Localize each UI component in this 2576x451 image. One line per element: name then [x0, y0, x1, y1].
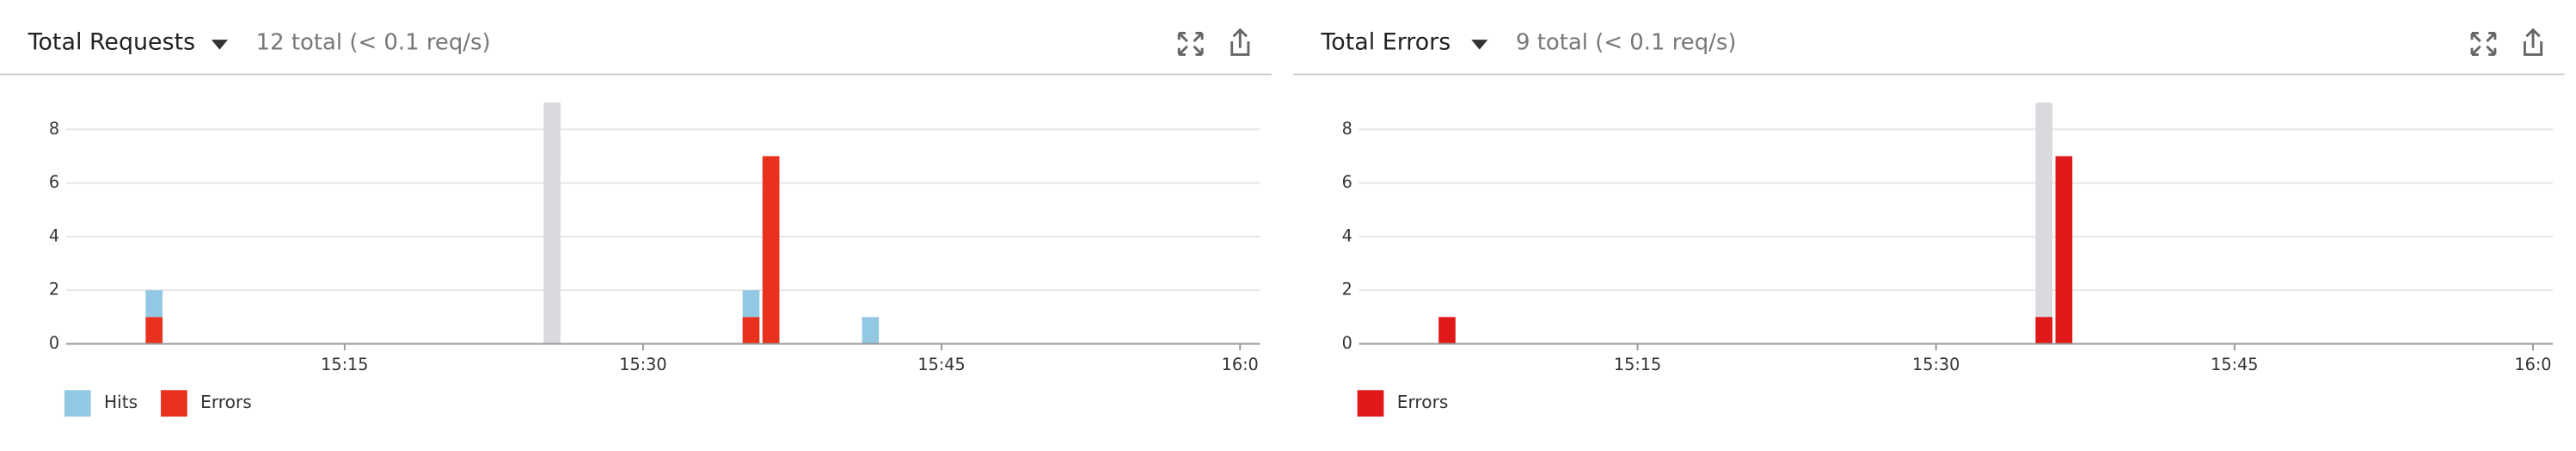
bar-segment: [2035, 317, 2053, 344]
bar-segment: [742, 317, 760, 344]
legend-label: Errors: [1397, 392, 1449, 412]
legend-swatch: [64, 390, 91, 417]
y-tick-label: 4: [1342, 226, 1352, 245]
x-tick-label: 16:0: [2514, 355, 2551, 374]
bar-segment: [2055, 156, 2073, 344]
bar-segment: [862, 317, 880, 344]
x-tick-label: 15:30: [619, 355, 666, 374]
dropdown-caret[interactable]: [1471, 40, 1488, 50]
y-tick-label: 8: [1342, 119, 1352, 139]
chart-panel: Total Errors 9 total (< 0.1 req/s) 0 2 4 6 8 15…: [1292, 28, 2565, 417]
dropdown-caret[interactable]: [211, 40, 229, 50]
chart-title[interactable]: Total Errors: [1320, 28, 1451, 55]
x-tick-label: 15:30: [1912, 355, 1960, 374]
hover-highlight: [543, 102, 561, 344]
x-tick-label: 16:0: [1222, 355, 1259, 374]
legend-label: Hits: [104, 392, 138, 412]
y-tick-label: 4: [49, 226, 59, 245]
hover-highlight: [2035, 102, 2053, 344]
bar-segment: [145, 290, 163, 318]
y-tick-label: 6: [1342, 172, 1352, 192]
x-tick-label: 15:15: [1614, 355, 1661, 374]
expand-icon[interactable]: [1177, 32, 1204, 56]
y-tick-label: 6: [49, 172, 59, 192]
chart-panel: Total Requests 12 total (< 0.1 req/s) 0 2 4 6…: [0, 28, 1272, 417]
x-tick-label: 15:45: [2211, 355, 2258, 374]
legend-label: Errors: [200, 392, 252, 412]
bar-segment: [742, 290, 760, 318]
y-tick-label: 2: [49, 280, 59, 300]
export-icon[interactable]: [1230, 28, 1250, 56]
x-tick-label: 15:45: [917, 355, 965, 374]
y-tick-label: 2: [1342, 280, 1352, 300]
bar-segment: [762, 156, 780, 344]
y-tick-label: 0: [1342, 333, 1352, 353]
bar-segment: [1438, 317, 1456, 344]
expand-icon[interactable]: [2470, 32, 2497, 56]
legend-swatch: [1357, 390, 1384, 417]
y-tick-label: 8: [49, 119, 59, 139]
x-tick-label: 15:15: [321, 355, 368, 374]
legend-swatch: [161, 390, 187, 417]
y-tick-label: 0: [49, 333, 59, 353]
chart-subtitle: 12 total (< 0.1 req/s): [256, 29, 491, 55]
chart-subtitle: 9 total (< 0.1 req/s): [1516, 29, 1736, 55]
export-icon[interactable]: [2524, 28, 2543, 56]
bar-segment: [145, 317, 163, 344]
chart-title[interactable]: Total Requests: [28, 28, 195, 55]
